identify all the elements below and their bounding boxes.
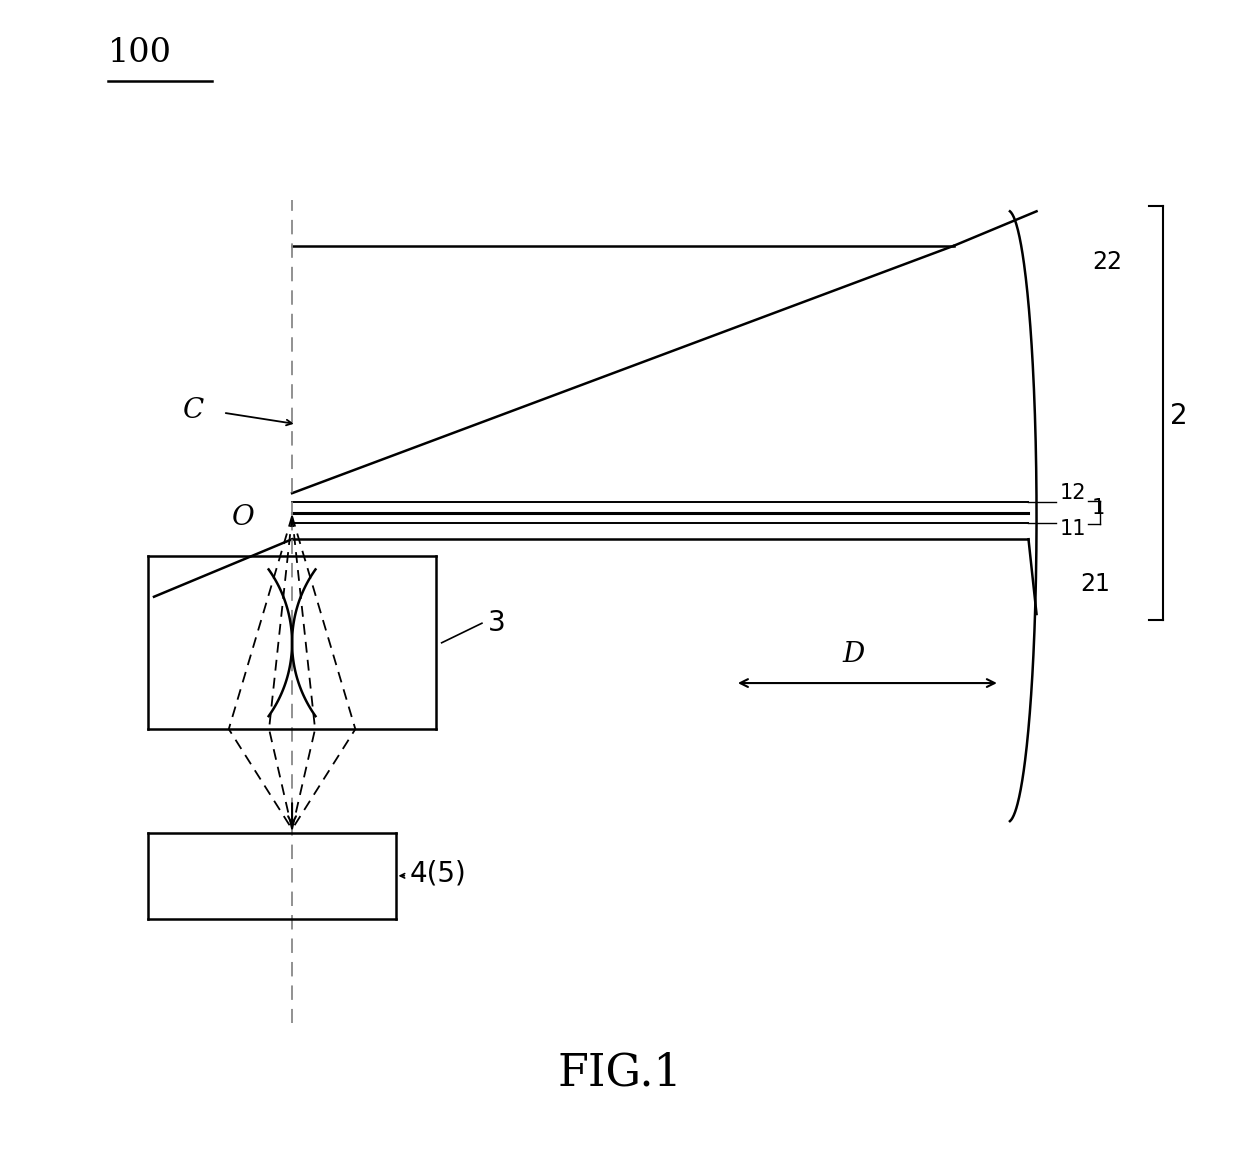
- Text: D: D: [842, 641, 864, 669]
- Text: 21: 21: [1080, 573, 1110, 596]
- Text: 100: 100: [108, 37, 172, 68]
- Text: O: O: [232, 504, 255, 532]
- Text: 2: 2: [1171, 402, 1188, 430]
- Text: 12: 12: [1059, 483, 1086, 503]
- Text: 4(5): 4(5): [409, 860, 466, 888]
- Text: 1: 1: [1091, 498, 1105, 518]
- Text: 3: 3: [487, 610, 506, 637]
- Text: 22: 22: [1091, 250, 1122, 274]
- Text: 11: 11: [1059, 518, 1086, 539]
- Text: FIG.1: FIG.1: [558, 1051, 682, 1095]
- Text: C: C: [182, 398, 205, 424]
